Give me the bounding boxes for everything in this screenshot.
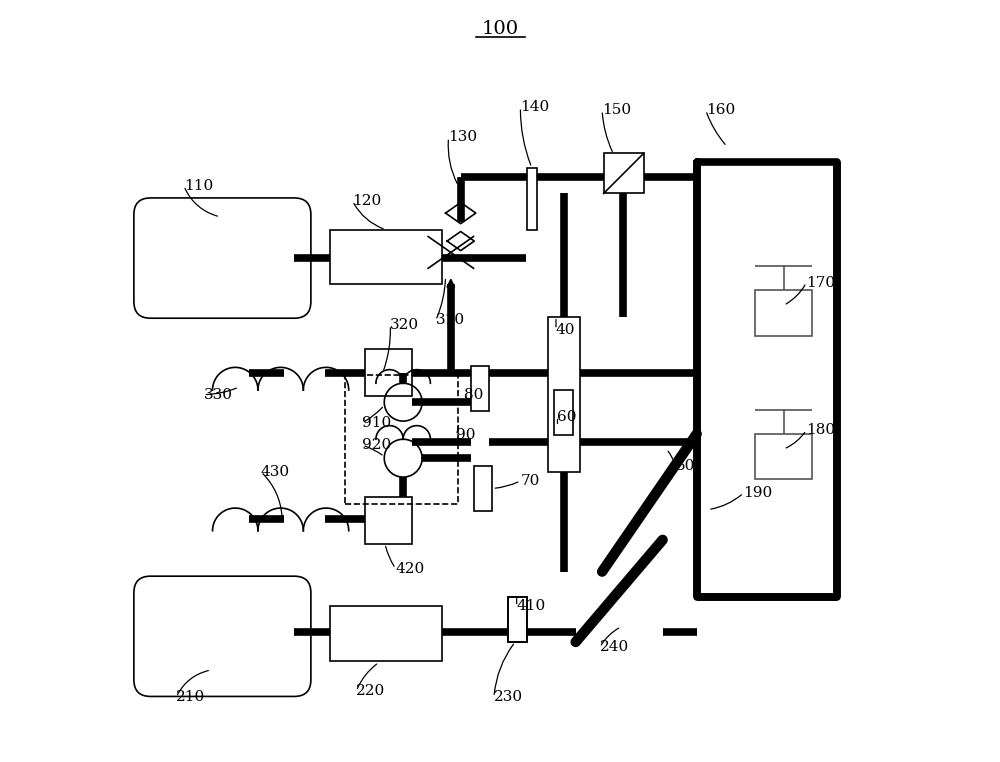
FancyBboxPatch shape [134, 198, 311, 319]
Text: 210: 210 [176, 690, 205, 704]
Text: 310: 310 [436, 313, 465, 328]
Bar [365, 497, 412, 543]
Text: 320: 320 [390, 318, 419, 332]
Text: 420: 420 [396, 562, 425, 575]
Text: 60: 60 [557, 409, 577, 424]
Bar [755, 290, 812, 335]
Text: 40: 40 [556, 322, 575, 337]
Text: 330: 330 [203, 388, 232, 402]
Text: 140: 140 [520, 100, 550, 114]
Bar [548, 317, 580, 472]
Bar [508, 597, 527, 642]
Bar [554, 390, 573, 435]
Bar [527, 168, 537, 229]
Text: 170: 170 [806, 276, 835, 290]
Text: 920: 920 [362, 438, 392, 453]
Text: 240: 240 [600, 640, 629, 655]
Bar [330, 229, 442, 284]
Text: 430: 430 [261, 465, 290, 479]
Text: 120: 120 [352, 194, 382, 208]
Text: 150: 150 [602, 103, 631, 117]
Text: 180: 180 [806, 423, 835, 437]
Text: 80: 80 [464, 388, 483, 402]
Text: 110: 110 [184, 179, 213, 193]
Bar [330, 607, 442, 661]
Text: 910: 910 [362, 415, 392, 430]
FancyBboxPatch shape [134, 576, 311, 696]
Text: 230: 230 [494, 690, 523, 704]
Bar [508, 597, 527, 642]
Text: 50: 50 [675, 459, 695, 472]
Text: 220: 220 [356, 684, 386, 698]
Bar [471, 366, 489, 411]
Text: 70: 70 [520, 474, 540, 488]
Text: 130: 130 [449, 130, 478, 145]
Text: 410: 410 [517, 600, 546, 613]
Bar [604, 153, 644, 194]
Text: 90: 90 [456, 428, 476, 443]
Bar [474, 466, 492, 511]
Text: 160: 160 [706, 103, 735, 117]
Text: 190: 190 [744, 486, 773, 500]
Text: 100: 100 [481, 21, 519, 38]
Bar [365, 349, 412, 396]
Bar [755, 434, 812, 479]
